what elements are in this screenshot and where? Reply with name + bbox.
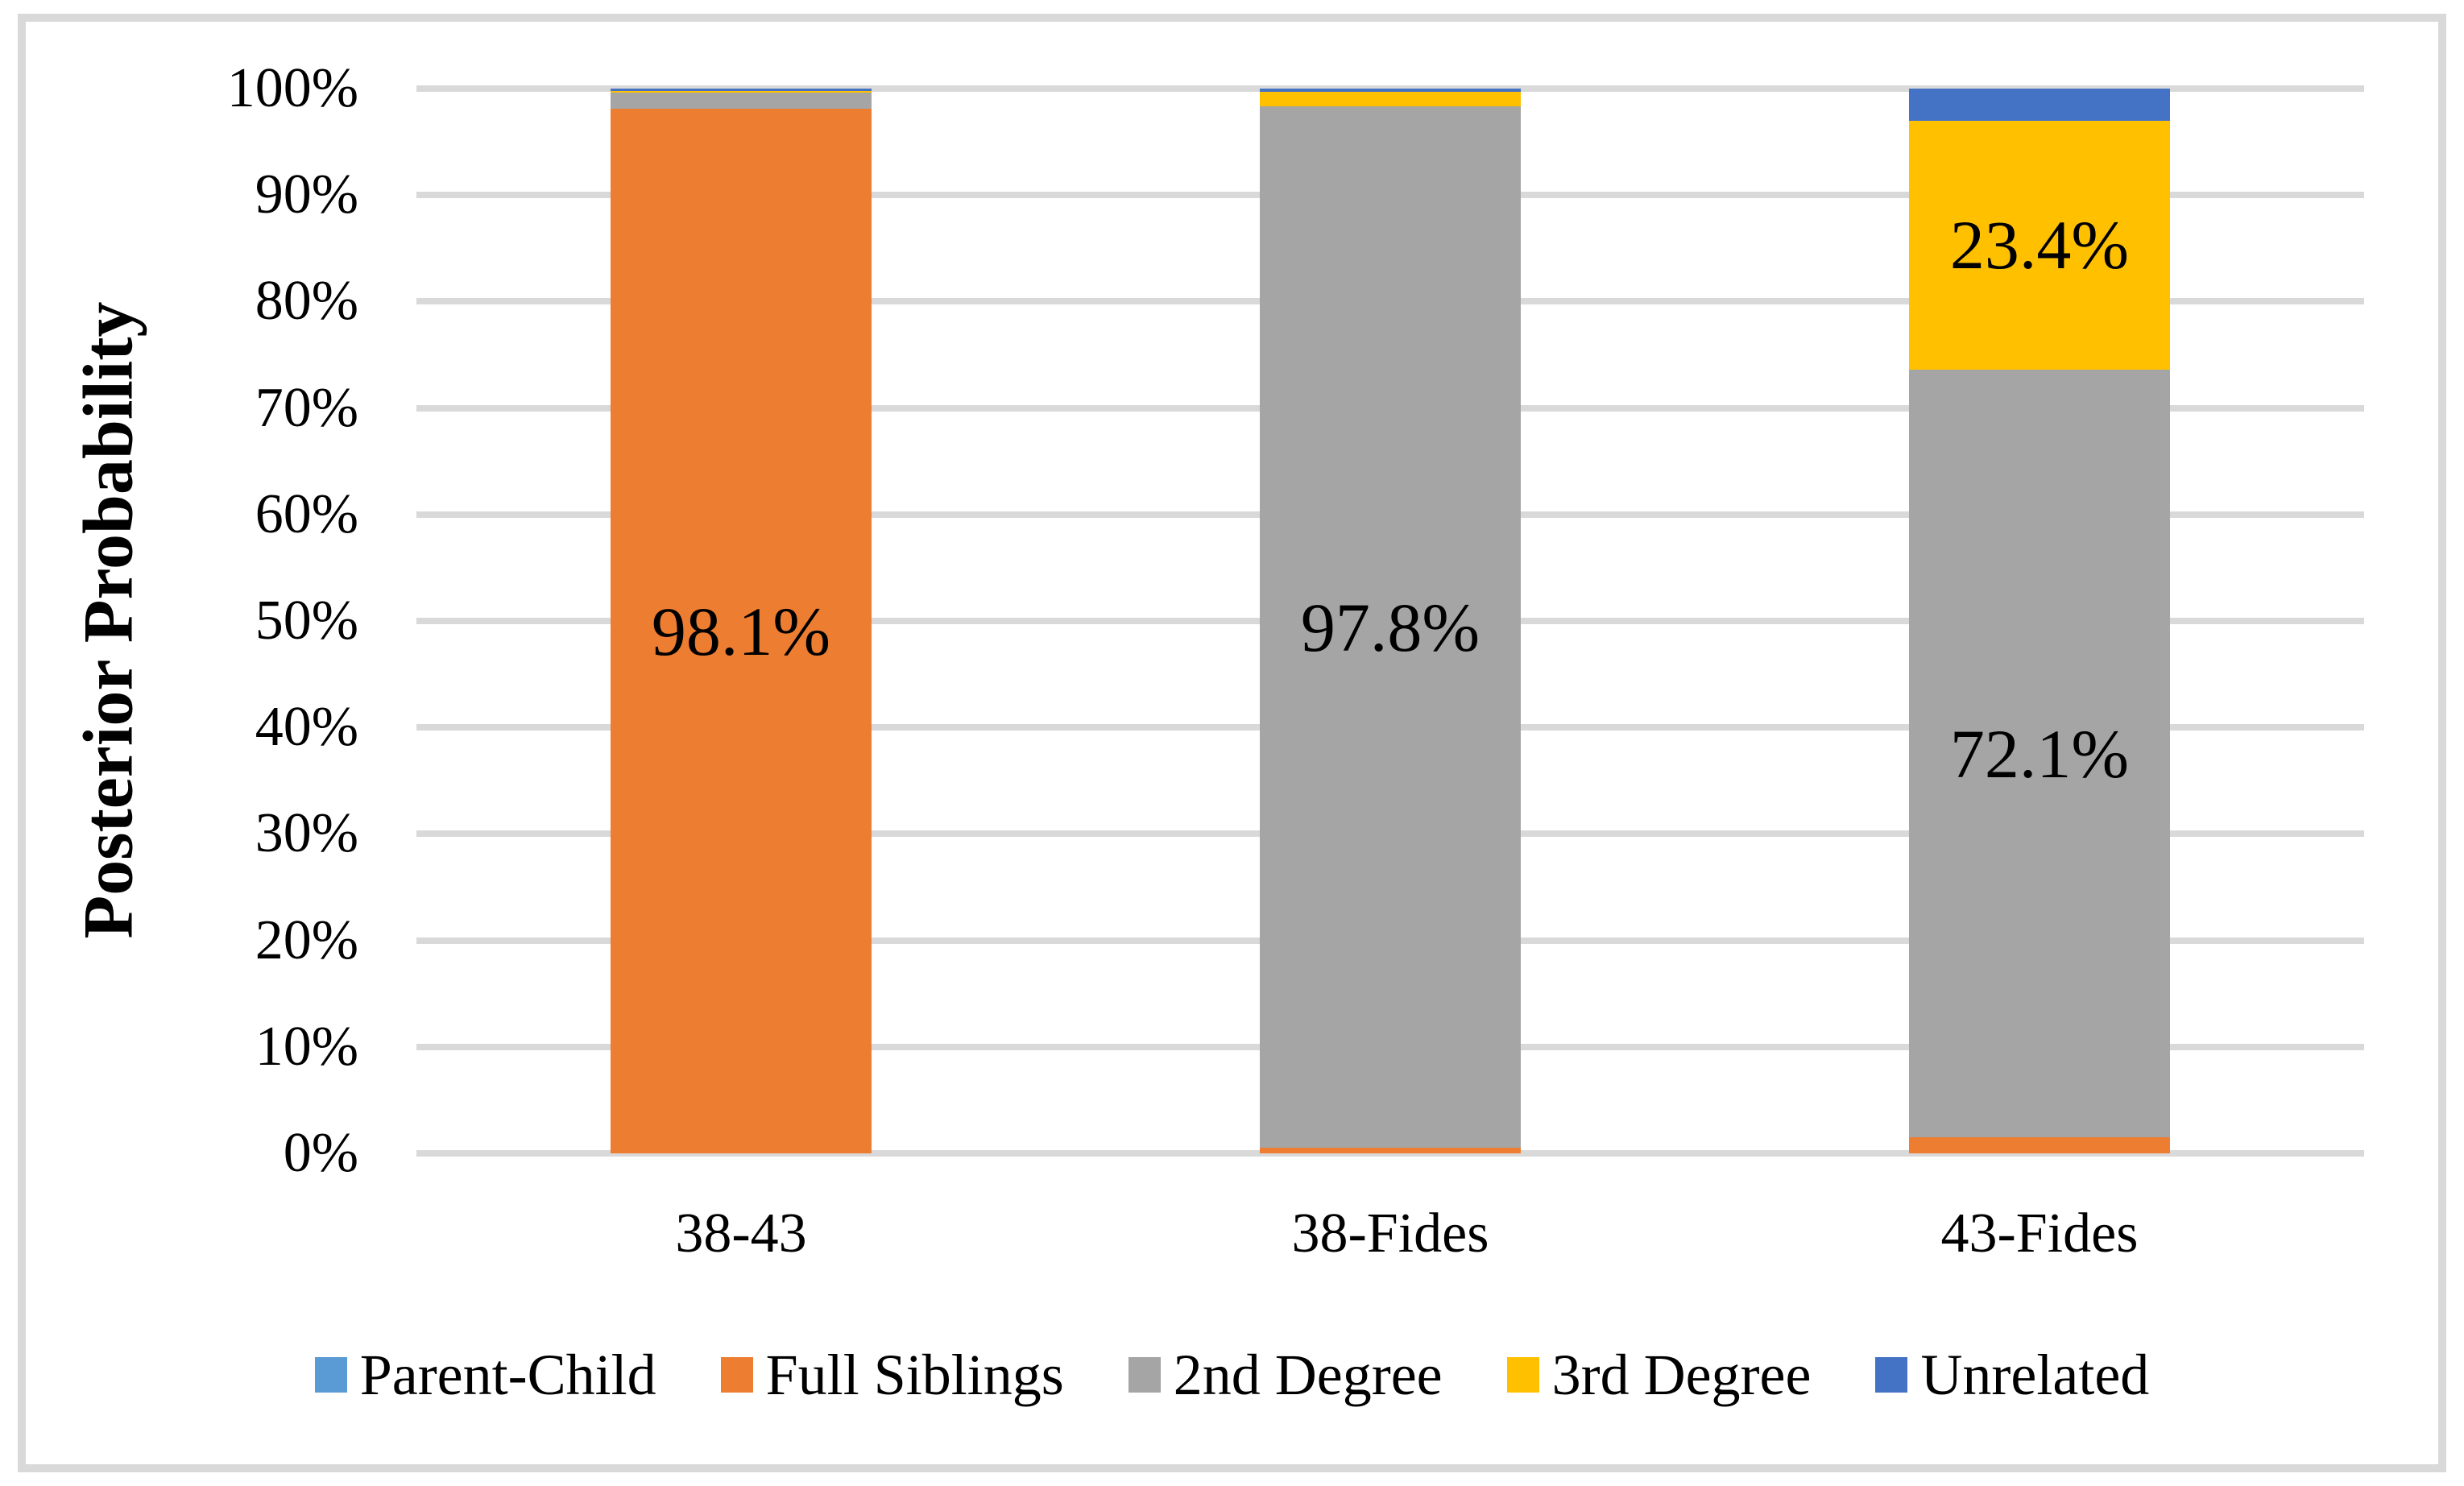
y-tick-label-40-: 40% bbox=[255, 696, 358, 759]
legend-item-3rd-degree: 3rd Degree bbox=[1506, 1342, 1812, 1409]
segment-unrelated-38-43 bbox=[611, 89, 872, 91]
segment-2nd-degree-38-fides: 97.8% bbox=[1260, 106, 1521, 1149]
segment-full-siblings-38-fides bbox=[1260, 1148, 1521, 1153]
segment-3rd-degree-38-43 bbox=[611, 90, 872, 93]
plot-area: 98.1% 97.8% 72.1% 23.4% bbox=[416, 85, 2364, 1157]
y-tick-label-80-: 80% bbox=[255, 270, 358, 333]
category-slot-38-fides: 97.8% bbox=[1066, 89, 1715, 1153]
category-slot-43-fides: 72.1% 23.4% bbox=[1715, 89, 2364, 1153]
y-tick-label-20-: 20% bbox=[255, 909, 358, 971]
y-axis-ticks: 0% 10% 20% 30% 40% 50% 60% 70% 80% 90% 100% bbox=[185, 60, 358, 1182]
y-tick-label-10-: 10% bbox=[255, 1015, 358, 1078]
y-tick-label-30-: 30% bbox=[255, 802, 358, 865]
y-tick-label-70-: 70% bbox=[255, 376, 358, 439]
category-slot-38-43: 98.1% bbox=[416, 89, 1066, 1153]
legend-item-unrelated: Unrelated bbox=[1875, 1342, 2149, 1409]
data-label-43-fides-3rd-degree: 23.4% bbox=[1949, 206, 2130, 284]
x-axis-label-43-fides: 43-Fides bbox=[1940, 1202, 2139, 1265]
legend-swatch-3rd-degree bbox=[1506, 1357, 1539, 1393]
legend-label-2nd-degree: 2nd Degree bbox=[1173, 1342, 1443, 1407]
legend-label-full-siblings: Full Siblings bbox=[765, 1342, 1064, 1407]
segment-full-siblings-43-fides bbox=[1909, 1137, 2170, 1153]
legend-label-parent-child: Parent-Child bbox=[359, 1342, 656, 1407]
x-axis-label-38-43: 38-43 bbox=[675, 1202, 807, 1265]
bar-43-fides: 72.1% 23.4% bbox=[1909, 89, 2170, 1153]
x-axis-labels: 38-43 38-Fides 43-Fides bbox=[416, 1202, 2364, 1266]
segment-unrelated-43-fides bbox=[1909, 89, 2170, 121]
figure-border bbox=[18, 14, 2446, 1472]
bar-38-43: 98.1% bbox=[611, 89, 872, 1153]
gridline-0 bbox=[416, 1150, 2364, 1157]
segment-3rd-degree-43-fides: 23.4% bbox=[1909, 120, 2170, 370]
legend-item-parent-child: Parent-Child bbox=[314, 1342, 656, 1409]
data-label-38-fides-2nd-degree: 97.8% bbox=[1300, 588, 1480, 666]
legend-item-full-siblings: Full Siblings bbox=[720, 1342, 1064, 1409]
legend: Parent-Child Full Siblings 2nd Degree 3rd D… bbox=[26, 1331, 2438, 1419]
x-axis-label-38-fides: 38-Fides bbox=[1291, 1202, 1489, 1265]
y-tick-label-0-: 0% bbox=[283, 1122, 358, 1184]
legend-swatch-2nd-degree bbox=[1128, 1357, 1161, 1393]
legend-swatch-full-siblings bbox=[720, 1357, 753, 1393]
segment-full-siblings-38-43: 98.1% bbox=[611, 109, 872, 1153]
segment-3rd-degree-38-fides bbox=[1260, 91, 1521, 107]
legend-label-unrelated: Unrelated bbox=[1920, 1342, 2150, 1407]
legend-item-2nd-degree: 2nd Degree bbox=[1128, 1342, 1443, 1409]
y-tick-label-60-: 60% bbox=[255, 482, 358, 545]
y-tick-label-100-: 100% bbox=[226, 57, 358, 119]
legend-swatch-unrelated bbox=[1875, 1357, 1908, 1393]
y-tick-label-90-: 90% bbox=[255, 164, 358, 226]
bar-38-fides: 97.8% bbox=[1260, 89, 1521, 1153]
y-tick-label-50-: 50% bbox=[255, 590, 358, 652]
y-axis-title: Posterior Probability bbox=[69, 301, 148, 939]
segment-unrelated-38-fides bbox=[1260, 89, 1521, 92]
segment-2nd-degree-43-fides: 72.1% bbox=[1909, 370, 2170, 1138]
legend-swatch-parent-child bbox=[314, 1357, 347, 1393]
data-label-43-fides-2nd-degree: 72.1% bbox=[1949, 714, 2130, 793]
gridline-100 bbox=[416, 85, 2364, 92]
segment-2nd-degree-38-43 bbox=[611, 93, 872, 110]
data-label-38-43-full-siblings: 98.1% bbox=[651, 592, 831, 670]
legend-label-3rd-degree: 3rd Degree bbox=[1551, 1342, 1812, 1407]
